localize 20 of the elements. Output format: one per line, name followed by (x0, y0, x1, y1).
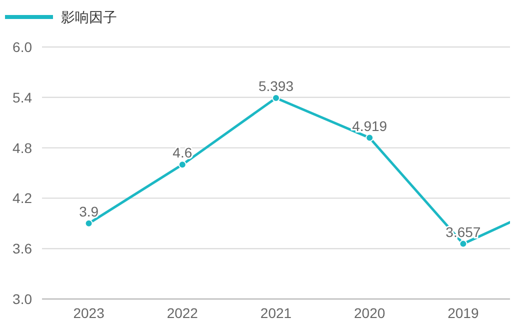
data-label: 4.6 (172, 144, 192, 161)
x-tick-label: 2022 (166, 305, 198, 321)
text: 4.2 (12, 190, 32, 206)
text: 5.4 (12, 89, 32, 106)
data-label: 3.9 (79, 203, 99, 220)
x-tick-label: 2020 (354, 305, 386, 321)
point (178, 160, 186, 169)
x-tick-label: 2019 (448, 305, 479, 321)
text: 4.8 (12, 140, 32, 156)
text: 6.0 (12, 39, 32, 55)
legend-label: 影响因子 (61, 9, 117, 25)
x-tick-label: 2021 (260, 305, 292, 321)
data-label: 5.393 (258, 78, 294, 94)
text: 3.6 (12, 240, 32, 257)
point (84, 219, 93, 228)
point (366, 134, 374, 142)
x-tick-label: 2023 (73, 305, 105, 321)
point (459, 240, 468, 248)
text: 3.0 (12, 291, 32, 307)
data-label: 4.919 (352, 118, 388, 134)
